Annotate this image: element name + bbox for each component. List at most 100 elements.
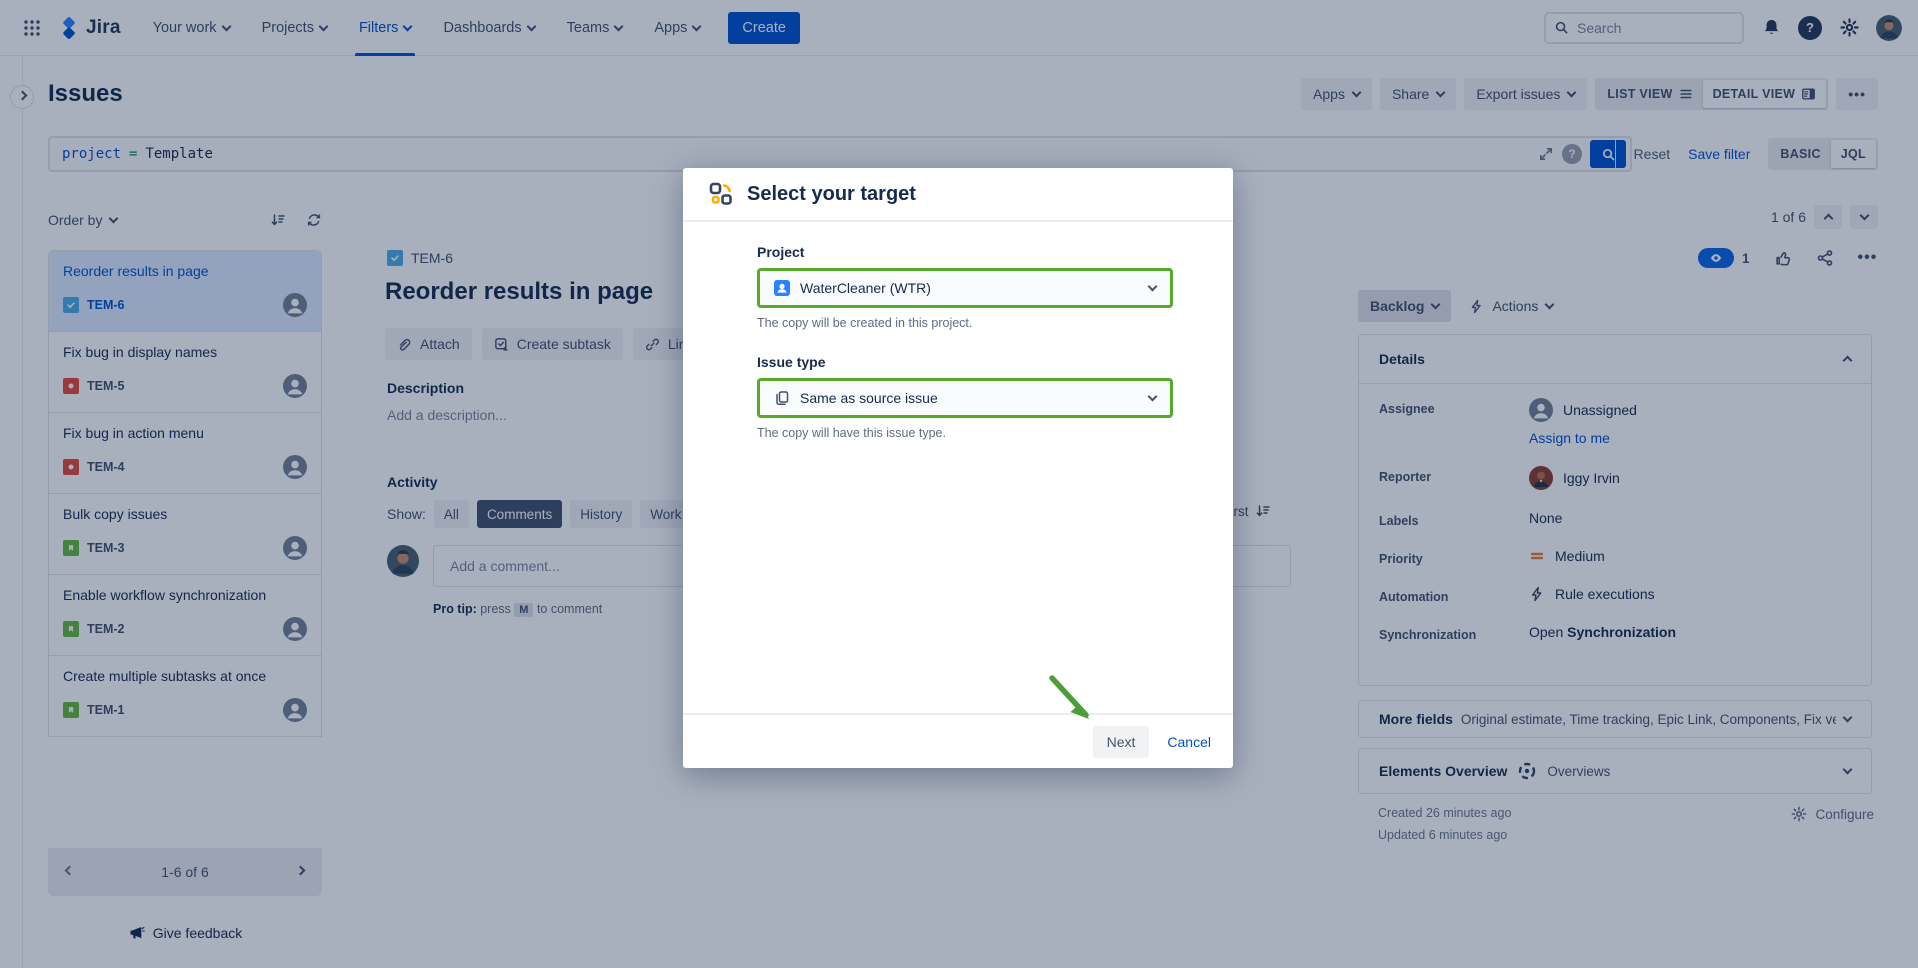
assignee-value[interactable]: Unassigned: [1529, 398, 1637, 422]
save-filter-button[interactable]: Save filter: [1688, 146, 1751, 162]
reset-button[interactable]: Reset: [1633, 146, 1671, 162]
jql-value-token: Template: [145, 146, 213, 162]
nav-filters[interactable]: Filters: [345, 0, 425, 56]
help-icon[interactable]: ?: [1798, 15, 1822, 40]
next-button[interactable]: Next: [1092, 725, 1150, 758]
issue-type-help-text: The copy will have this issue type.: [757, 426, 946, 440]
order-by-dropdown[interactable]: Order by: [48, 212, 119, 228]
nav-projects[interactable]: Projects: [248, 0, 341, 56]
share-icon[interactable]: [1816, 249, 1834, 267]
issue-card-tem-6[interactable]: Reorder results in page TEM-6: [49, 251, 321, 332]
issue-pager: 1 of 6: [1771, 205, 1878, 229]
reporter-value[interactable]: Iggy Irvin: [1529, 466, 1620, 490]
dialog-title: Select your target: [747, 182, 916, 205]
tab-all[interactable]: All: [433, 500, 469, 528]
more-icon[interactable]: •••: [1857, 249, 1878, 266]
project-field-label: Project: [757, 244, 805, 260]
nav-dashboards[interactable]: Dashboards: [429, 0, 548, 56]
issue-card-tem-5[interactable]: Fix bug in display names TEM-5: [49, 332, 321, 413]
more-actions-button[interactable]: •••: [1836, 78, 1878, 110]
issue-toolbar: Attach Create subtask Link: [385, 328, 706, 360]
configure-button[interactable]: Configure: [1791, 806, 1874, 822]
detail-view-toggle[interactable]: DETAIL VIEW: [1702, 80, 1827, 108]
project-select[interactable]: WaterCleaner (WTR): [757, 268, 1173, 308]
tab-comments[interactable]: Comments: [476, 500, 563, 528]
issue-type-select[interactable]: Same as source issue: [757, 378, 1173, 418]
assignee-avatar[interactable]: [283, 536, 307, 560]
detail-view-icon: [1802, 88, 1816, 100]
issue-title[interactable]: Reorder results in page: [385, 278, 654, 305]
elements-overview-panel[interactable]: Elements Overview Overviews: [1358, 748, 1872, 794]
issue-card-tem-1[interactable]: Create multiple subtasks at once TEM-1: [49, 656, 321, 737]
apps-button[interactable]: Apps: [1301, 78, 1372, 110]
assignee-avatar[interactable]: [283, 374, 307, 398]
issue-card-tem-2[interactable]: Enable workflow synchronization TEM-2: [49, 575, 321, 656]
assignee-avatar[interactable]: [283, 698, 307, 722]
prev-issue-button[interactable]: [1814, 205, 1842, 229]
expand-sidebar-button[interactable]: [10, 85, 34, 109]
assignee-avatar[interactable]: [283, 617, 307, 641]
global-search[interactable]: [1544, 11, 1744, 44]
jql-field-token: project: [62, 146, 122, 162]
query-mode-toggle: BASIC JQL: [1768, 138, 1878, 170]
jql-help-icon[interactable]: ?: [1562, 144, 1582, 164]
basic-mode-toggle[interactable]: BASIC: [1780, 147, 1821, 161]
synchronization-value[interactable]: Open Synchronization: [1529, 624, 1677, 640]
settings-gear-icon[interactable]: [1836, 15, 1862, 41]
sort-icon: [1256, 505, 1270, 517]
tab-history[interactable]: History: [570, 500, 633, 528]
create-button[interactable]: Create: [728, 11, 800, 44]
top-navbar: Jira Your work Projects Filters Dashboar…: [0, 0, 1918, 56]
page-title: Issues: [48, 80, 123, 107]
bug-icon: [63, 459, 79, 475]
expand-editor-icon[interactable]: [1538, 146, 1554, 162]
attach-button[interactable]: Attach: [385, 328, 472, 360]
nav-teams[interactable]: Teams: [553, 0, 637, 56]
watchers-count: 1: [1742, 250, 1750, 266]
details-panel-header[interactable]: Details: [1359, 335, 1871, 383]
field-automation: Automation Rule executions: [1379, 586, 1655, 604]
description-placeholder[interactable]: Add a description...: [387, 407, 507, 423]
search-icon: [1555, 21, 1568, 34]
pagination-text: 1-6 of 6: [161, 864, 209, 880]
issue-card-tem-3[interactable]: Bulk copy issues TEM-3: [49, 494, 321, 575]
automation-value[interactable]: Rule executions: [1529, 586, 1655, 602]
jira-logo[interactable]: Jira: [52, 17, 135, 39]
next-issue-button[interactable]: [1850, 205, 1878, 229]
header-actions: Apps Share Export issues LIST VIEW DETAI…: [1301, 78, 1878, 110]
assign-to-me-link[interactable]: Assign to me: [1529, 430, 1610, 446]
watchers-icon[interactable]: [1698, 248, 1734, 268]
jql-mode-toggle[interactable]: JQL: [1830, 140, 1876, 168]
jql-search-button[interactable]: [1590, 140, 1626, 168]
app-switcher-icon[interactable]: [16, 12, 48, 44]
create-subtask-button[interactable]: Create subtask: [481, 328, 623, 360]
give-feedback-button[interactable]: Give feedback: [48, 925, 322, 941]
issue-quick-actions: 1 •••: [1698, 248, 1878, 268]
issue-breadcrumb[interactable]: TEM-6: [387, 250, 453, 266]
search-input[interactable]: [1577, 19, 1717, 36]
unassigned-avatar: [1529, 398, 1553, 422]
more-fields-panel[interactable]: More fields Original estimate, Time trac…: [1358, 700, 1872, 738]
labels-value[interactable]: None: [1529, 510, 1563, 526]
nav-your-work[interactable]: Your work: [139, 0, 244, 56]
automation-actions-dropdown[interactable]: Actions: [1469, 290, 1555, 322]
show-label: Show:: [387, 506, 426, 522]
sort-order-icon[interactable]: [270, 212, 286, 228]
updated-timestamp: Updated 6 minutes ago: [1378, 828, 1508, 842]
assignee-avatar[interactable]: [283, 293, 307, 317]
refresh-icon[interactable]: [306, 212, 322, 228]
vote-thumbs-up-icon[interactable]: [1774, 249, 1792, 267]
nav-apps[interactable]: Apps: [640, 0, 714, 56]
share-button[interactable]: Share: [1379, 78, 1457, 110]
status-dropdown[interactable]: Backlog: [1358, 290, 1452, 322]
notifications-icon[interactable]: [1758, 15, 1784, 41]
export-issues-button[interactable]: Export issues: [1464, 78, 1588, 110]
assignee-avatar[interactable]: [283, 455, 307, 479]
field-priority: Priority Medium: [1379, 548, 1605, 566]
order-by-row: Order by: [48, 212, 322, 228]
issue-card-tem-4[interactable]: Fix bug in action menu TEM-4: [49, 413, 321, 494]
list-view-toggle[interactable]: LIST VIEW: [1597, 80, 1702, 108]
cancel-button[interactable]: Cancel: [1167, 733, 1211, 750]
priority-value[interactable]: Medium: [1529, 548, 1605, 564]
user-avatar[interactable]: [1876, 14, 1902, 41]
